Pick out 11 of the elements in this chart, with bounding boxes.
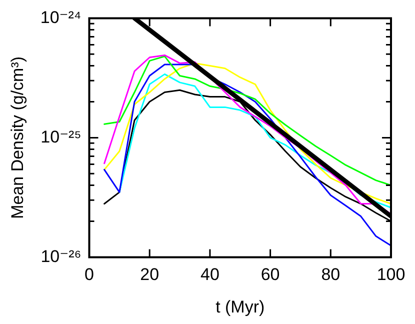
x-axis-title: t (Myr) <box>216 297 265 316</box>
y-tick-label: 10⁻²⁵ <box>40 127 82 146</box>
x-tick-label: 80 <box>321 265 340 284</box>
x-tick-label: 100 <box>376 265 406 284</box>
y-tick-label: 10⁻²⁴ <box>40 8 82 27</box>
y-tick-label: 10⁻²⁶ <box>40 246 82 266</box>
x-tick-label: 20 <box>140 265 160 284</box>
y-axis-title: Mean Density (g/cm³) <box>8 56 27 219</box>
x-tick-label: 60 <box>260 265 280 284</box>
x-tick-label: 0 <box>84 265 94 284</box>
x-tick-label: 40 <box>200 265 220 284</box>
